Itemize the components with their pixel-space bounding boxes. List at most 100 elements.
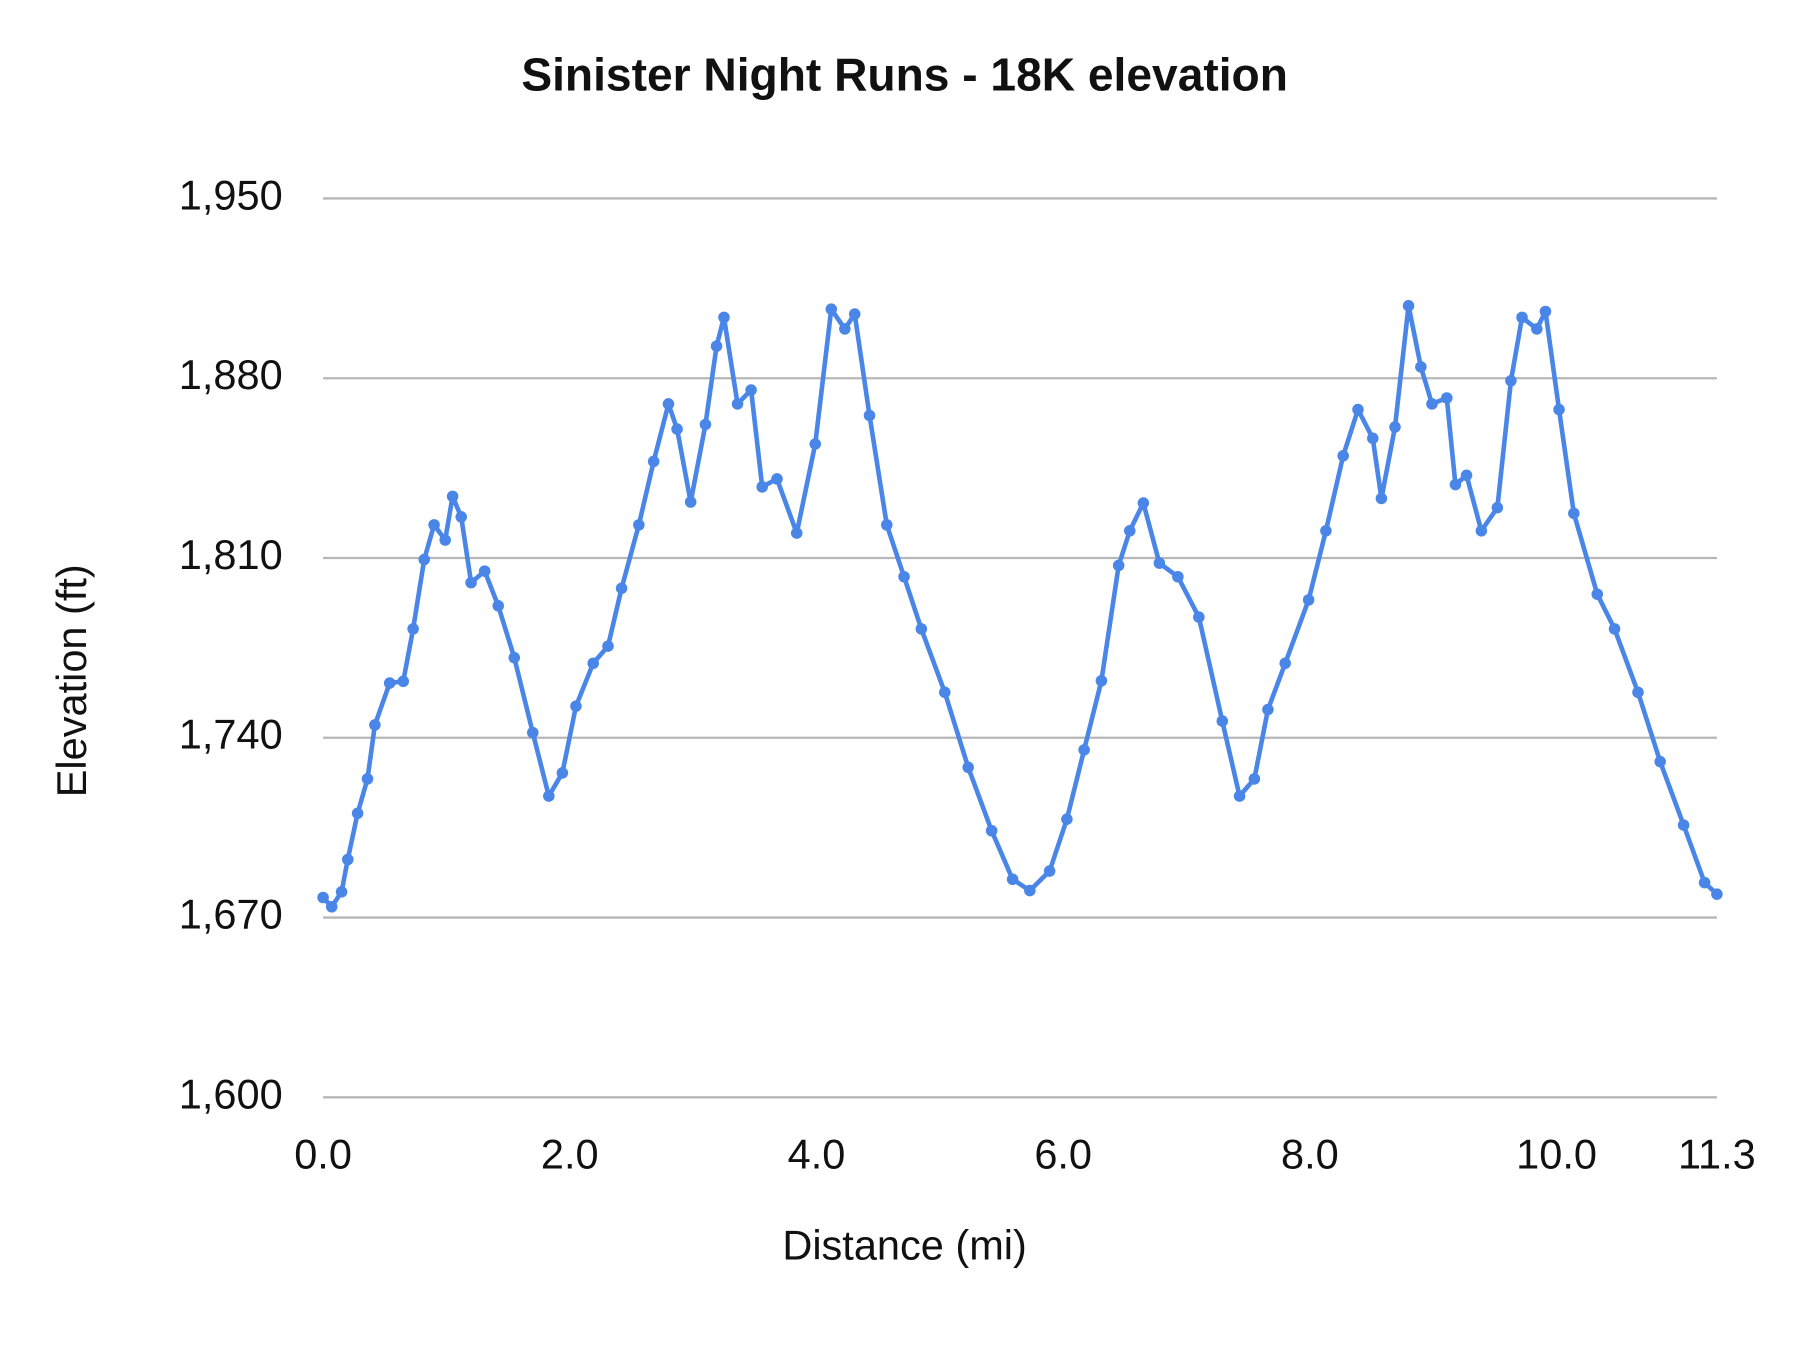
point xyxy=(407,623,419,635)
point xyxy=(527,726,539,739)
point xyxy=(615,582,628,595)
point xyxy=(1061,813,1073,825)
point xyxy=(556,767,569,779)
point xyxy=(745,384,757,396)
point xyxy=(1216,715,1229,727)
point xyxy=(570,700,582,712)
point xyxy=(1375,492,1388,505)
point xyxy=(335,886,348,898)
x-tick-label: 11.3 xyxy=(1678,1130,1756,1177)
point xyxy=(1006,873,1019,886)
point xyxy=(1516,311,1528,324)
point xyxy=(1402,300,1415,312)
point xyxy=(684,496,697,508)
point xyxy=(1677,819,1690,831)
point xyxy=(1531,323,1543,335)
point xyxy=(361,773,374,785)
point xyxy=(446,490,459,503)
point xyxy=(825,303,838,315)
point xyxy=(1248,773,1261,785)
point xyxy=(718,311,730,324)
point xyxy=(915,623,928,635)
point xyxy=(771,473,783,485)
point xyxy=(602,640,614,652)
point xyxy=(1441,392,1453,404)
point xyxy=(369,719,381,731)
y-tick-label: 1,880 xyxy=(179,351,283,398)
point xyxy=(938,686,951,699)
point xyxy=(587,657,599,670)
y-tick-label: 1,740 xyxy=(179,711,283,758)
point xyxy=(848,308,861,320)
point xyxy=(1302,594,1315,606)
y-tick-label: 1,670 xyxy=(179,891,283,938)
point xyxy=(985,824,998,837)
y-tick-label: 1,810 xyxy=(179,531,283,578)
point xyxy=(710,340,723,352)
point xyxy=(1415,361,1427,373)
point xyxy=(1279,657,1291,670)
point xyxy=(1367,432,1379,445)
point xyxy=(1193,611,1205,623)
y-tick-label: 1,600 xyxy=(179,1070,283,1117)
x-tick-label: 10.0 xyxy=(1516,1130,1597,1177)
point xyxy=(1389,421,1401,433)
point xyxy=(809,438,822,450)
point xyxy=(543,790,555,802)
point xyxy=(662,398,675,410)
point xyxy=(317,891,329,904)
point xyxy=(1568,507,1580,520)
point xyxy=(455,511,467,523)
point xyxy=(478,565,491,577)
point xyxy=(1352,403,1364,416)
chart-title: Sinister Night Runs - 18K elevation xyxy=(521,49,1288,101)
point xyxy=(647,455,660,468)
point xyxy=(699,418,712,431)
point xyxy=(881,519,893,531)
point xyxy=(731,398,744,410)
point xyxy=(1539,305,1552,318)
point xyxy=(1449,478,1462,491)
point xyxy=(418,553,430,566)
x-tick-label: 0.0 xyxy=(294,1130,352,1177)
point xyxy=(492,599,505,612)
point xyxy=(756,481,768,493)
y-axis-title: Elevation (ft) xyxy=(48,564,95,797)
point xyxy=(1711,888,1723,900)
point xyxy=(465,576,477,589)
point xyxy=(1112,559,1125,572)
point xyxy=(1233,790,1246,802)
x-tick-label: 2.0 xyxy=(541,1130,599,1177)
point xyxy=(671,423,683,435)
point xyxy=(1172,570,1184,583)
point xyxy=(1698,876,1711,889)
point xyxy=(1460,469,1473,482)
x-axis-title: Distance (mi) xyxy=(782,1221,1027,1268)
point xyxy=(383,677,396,689)
point xyxy=(1505,375,1517,387)
point xyxy=(633,519,645,531)
point xyxy=(1426,398,1438,410)
elevation-line xyxy=(321,303,1719,910)
point xyxy=(1591,588,1604,600)
point xyxy=(1337,450,1349,462)
point xyxy=(397,675,410,688)
point xyxy=(790,527,803,539)
point xyxy=(1153,557,1166,569)
point xyxy=(1078,744,1090,756)
point xyxy=(1124,525,1136,537)
point xyxy=(1654,755,1666,768)
point xyxy=(1095,674,1108,687)
point xyxy=(1024,884,1036,897)
point xyxy=(898,570,910,583)
point xyxy=(1137,497,1150,509)
point xyxy=(439,534,451,546)
point xyxy=(962,761,974,774)
point xyxy=(1043,865,1056,877)
point xyxy=(325,900,338,913)
point xyxy=(1553,403,1565,416)
point xyxy=(1608,623,1621,635)
point xyxy=(508,651,521,664)
